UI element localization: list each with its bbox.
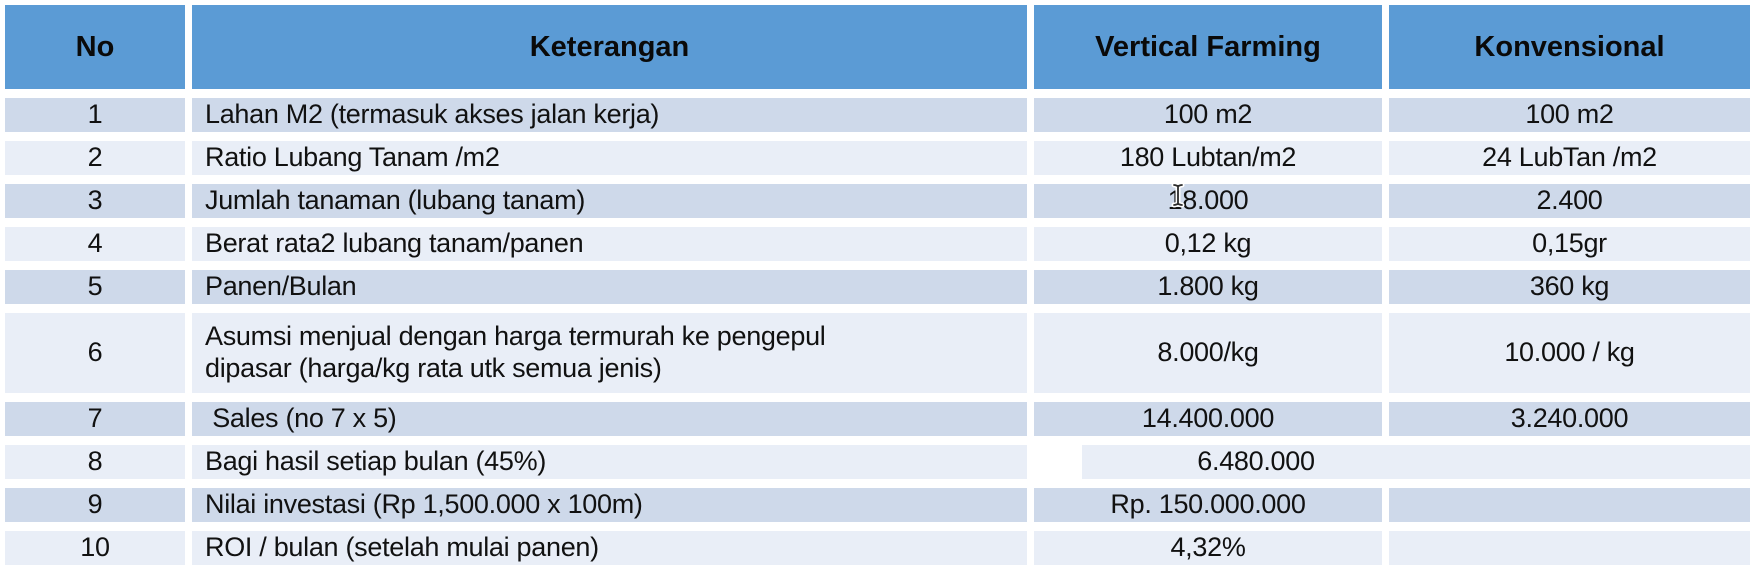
cell-konvensional[interactable]: 3.240.000 — [1389, 402, 1750, 436]
cell-konvensional[interactable] — [1389, 445, 1750, 479]
cell-keterangan[interactable]: Bagi hasil setiap bulan (45%) — [192, 445, 1027, 479]
cell-keterangan[interactable]: Panen/Bulan — [192, 270, 1027, 304]
cell-no[interactable]: 3 — [5, 184, 185, 218]
cell-no[interactable]: 8 — [5, 445, 185, 479]
cell-keterangan[interactable]: Berat rata2 lubang tanam/panen — [192, 227, 1027, 261]
cell-vertical-farming[interactable]: 6.480.000 — [1082, 445, 1430, 479]
cell-vertical-farming[interactable]: 180 Lubtan/m2 — [1034, 141, 1382, 175]
cell-vertical-farming[interactable]: 0,12 kg — [1034, 227, 1382, 261]
header-keterangan: Keterangan — [192, 5, 1027, 89]
cell-no[interactable]: 4 — [5, 227, 185, 261]
cell-vertical-farming[interactable]: Rp. 150.000.000 — [1034, 488, 1382, 522]
cell-konvensional[interactable]: 2.400 — [1389, 184, 1750, 218]
cell-konvensional[interactable] — [1389, 531, 1750, 565]
cell-keterangan[interactable]: Ratio Lubang Tanam /m2 — [192, 141, 1027, 175]
cell-vertical-farming[interactable]: 1.800 kg — [1034, 270, 1382, 304]
cell-keterangan[interactable]: Asumsi menjual dengan harga termurah ke … — [192, 313, 1027, 393]
cell-konvensional[interactable] — [1389, 488, 1750, 522]
cell-vertical-farming[interactable]: 18.000 — [1034, 184, 1382, 218]
cell-no[interactable]: 2 — [5, 141, 185, 175]
cell-keterangan[interactable]: Lahan M2 (termasuk akses jalan kerja) — [192, 98, 1027, 132]
cell-no[interactable]: 7 — [5, 402, 185, 436]
cell-vertical-farming[interactable]: 8.000/kg — [1034, 313, 1382, 393]
cell-vertical-farming[interactable]: 14.400.000 — [1034, 402, 1382, 436]
cell-konvensional[interactable]: 0,15gr — [1389, 227, 1750, 261]
cell-no[interactable]: 1 — [5, 98, 185, 132]
cell-keterangan[interactable]: Sales (no 7 x 5) — [192, 402, 1027, 436]
cell-no[interactable]: 5 — [5, 270, 185, 304]
header-vertical-farming: Vertical Farming — [1034, 5, 1382, 89]
cell-vertical-farming[interactable]: 100 m2 — [1034, 98, 1382, 132]
cell-vertical-farming[interactable]: 4,32% — [1034, 531, 1382, 565]
cell-keterangan[interactable]: ROI / bulan (setelah mulai panen) — [192, 531, 1027, 565]
cell-no[interactable]: 10 — [5, 531, 185, 565]
cell-no[interactable]: 9 — [5, 488, 185, 522]
cell-konvensional[interactable]: 10.000 / kg — [1389, 313, 1750, 393]
cell-konvensional[interactable]: 360 kg — [1389, 270, 1750, 304]
header-konvensional: Konvensional — [1389, 5, 1750, 89]
cell-no[interactable]: 6 — [5, 313, 185, 393]
cell-konvensional[interactable]: 100 m2 — [1389, 98, 1750, 132]
cell-keterangan[interactable]: Nilai investasi (Rp 1,500.000 x 100m) — [192, 488, 1027, 522]
cell-konvensional[interactable]: 24 LubTan /m2 — [1389, 141, 1750, 175]
cell-keterangan[interactable]: Jumlah tanaman (lubang tanam) — [192, 184, 1027, 218]
header-no: No — [5, 5, 185, 89]
